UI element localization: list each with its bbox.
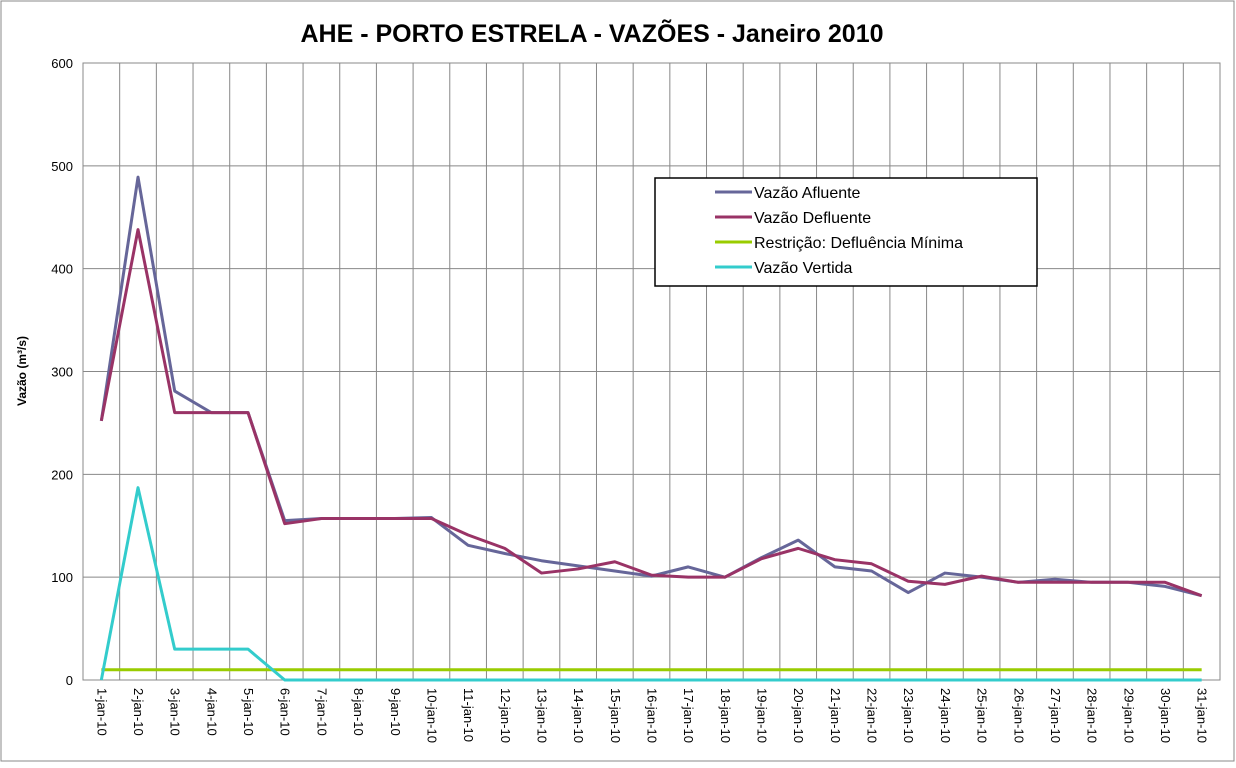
y-tick-label: 400: [51, 262, 73, 277]
series-line: [99, 486, 1202, 682]
x-tick-label: 28-jan-10: [1085, 688, 1100, 743]
x-tick-label: 11-jan-10: [461, 688, 476, 742]
x-tick-label: 16-jan-10: [645, 688, 660, 743]
x-tick-label: 19-jan-10: [755, 688, 770, 743]
x-tick-label: 13-jan-10: [534, 688, 549, 743]
x-tick-label: 10-jan-10: [424, 688, 439, 743]
x-tick-label: 15-jan-10: [608, 688, 623, 743]
x-tick-label: 21-jan-10: [828, 688, 843, 743]
x-tick-label: 17-jan-10: [681, 688, 696, 743]
x-tick-label: 24-jan-10: [938, 688, 953, 743]
x-tick-label: 2-jan-10: [131, 688, 146, 736]
x-tick-label: 23-jan-10: [901, 688, 916, 743]
x-tick-label: 20-jan-10: [791, 688, 806, 743]
y-tick-label: 500: [51, 159, 73, 174]
legend-label: Vazão Afluente: [754, 185, 861, 202]
x-tick-label: 5-jan-10: [241, 688, 256, 736]
x-tick-label: 1-jan-10: [94, 688, 109, 736]
y-tick-label: 300: [51, 365, 73, 380]
x-tick-label: 22-jan-10: [865, 688, 880, 743]
x-tick-label: 4-jan-10: [204, 688, 219, 736]
x-tick-label: 3-jan-10: [168, 688, 183, 736]
x-tick-label: 8-jan-10: [351, 688, 366, 736]
x-tick-label: 31-jan-10: [1195, 688, 1210, 743]
x-tick-label: 25-jan-10: [975, 688, 990, 743]
y-tick-label: 200: [51, 467, 73, 482]
x-tick-label: 18-jan-10: [718, 688, 733, 743]
series-line: [99, 228, 1203, 598]
y-axis-label: Vazão (m³/s): [15, 336, 29, 406]
y-tick-label: 600: [51, 56, 73, 71]
x-tick-label: 6-jan-10: [278, 688, 293, 736]
x-tick-label: 9-jan-10: [388, 688, 403, 736]
chart-title: AHE - PORTO ESTRELA - VAZÕES - Janeiro 2…: [301, 18, 884, 48]
x-tick-label: 29-jan-10: [1121, 688, 1136, 743]
x-tick-label: 7-jan-10: [314, 688, 329, 736]
y-tick-label: 100: [51, 570, 73, 585]
x-tick-label: 14-jan-10: [571, 688, 586, 743]
legend-label: Vazão Defluente: [754, 210, 871, 227]
x-tick-label: 30-jan-10: [1158, 688, 1173, 743]
legend-label: Vazão Vertida: [754, 260, 853, 277]
legend-label: Restrição: Defluência Mínima: [754, 235, 963, 252]
x-tick-label: 12-jan-10: [498, 688, 513, 743]
y-tick-label: 0: [66, 673, 73, 688]
x-tick-label: 26-jan-10: [1011, 688, 1026, 743]
x-tick-label: 27-jan-10: [1048, 688, 1063, 743]
